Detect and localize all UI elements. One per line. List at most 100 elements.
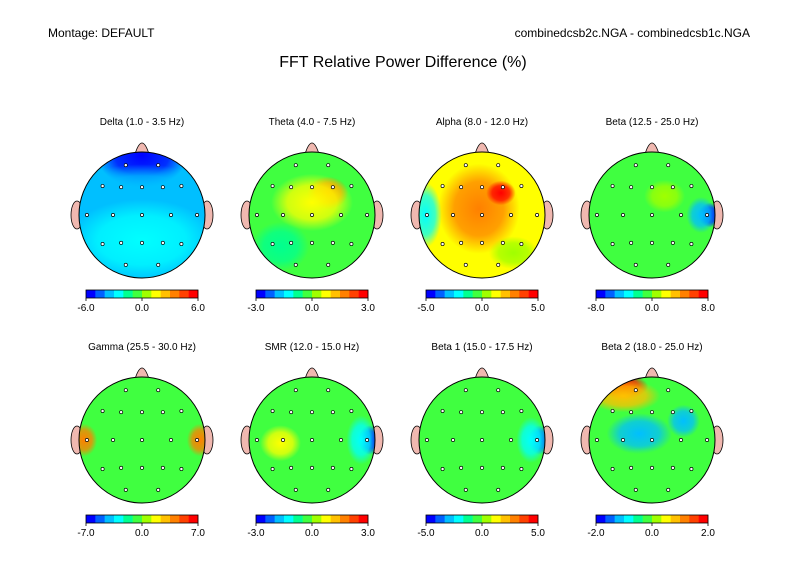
electrode-marker: [500, 185, 505, 190]
electrode-marker: [195, 213, 200, 217]
color-scale-swatch: [482, 515, 492, 523]
electrode-marker: [84, 213, 89, 217]
color-scale-swatch: [670, 290, 681, 298]
electrode-marker: [594, 438, 599, 442]
power-blob: [260, 425, 301, 462]
electrode-marker: [330, 240, 335, 245]
color-scale-swatch: [330, 290, 341, 298]
electrode-marker: [140, 240, 144, 245]
color-scale-swatch: [293, 290, 303, 298]
electrode-marker: [509, 213, 513, 217]
color-field: [249, 377, 375, 503]
electrode-marker: [169, 213, 173, 217]
electrode-marker: [156, 487, 161, 492]
color-scale-tick-label: 0.0: [305, 528, 319, 539]
electrode-marker: [633, 262, 638, 267]
electrode-marker: [310, 213, 314, 217]
head-outline: [248, 376, 376, 504]
color-scale-swatch: [349, 290, 359, 298]
electrode-marker: [365, 438, 370, 442]
color-scale-tick-label: 3.0: [361, 303, 375, 314]
color-scale-swatch: [160, 290, 171, 298]
color-scale-swatch: [661, 515, 671, 523]
electrode-marker: [610, 467, 615, 471]
color-scale-tick-label: 3.0: [361, 528, 375, 539]
head-outline: [78, 151, 206, 279]
topomap-beta2: Beta 2 (18.0 - 25.0 Hz) -2.0 0.0 2.0: [580, 342, 724, 539]
color-scale-swatch: [123, 515, 133, 523]
color-scale-swatch: [312, 290, 322, 298]
electrode-marker: [123, 262, 128, 267]
electrode-marker: [519, 242, 524, 246]
color-scale-tick-label: 2.0: [701, 528, 715, 539]
electrode-marker: [123, 487, 128, 492]
electrode-marker: [169, 438, 173, 442]
electrode-marker: [270, 184, 275, 188]
electrode-marker: [179, 184, 184, 188]
electrode-marker: [496, 163, 501, 168]
power-blob: [667, 404, 700, 438]
electrode-marker: [440, 409, 445, 413]
head-outline: [248, 151, 376, 279]
color-scale-tick-label: 7.0: [191, 528, 205, 539]
power-blob: [486, 180, 516, 206]
color-scale-tick-label: 8.0: [701, 303, 715, 314]
electrode-marker: [689, 184, 694, 188]
electrode-marker: [330, 410, 335, 415]
electrode-marker: [679, 213, 683, 217]
electrode-marker: [310, 438, 314, 442]
electrode-marker: [621, 438, 625, 442]
electrode-marker: [160, 465, 165, 470]
color-scale-swatch: [188, 515, 199, 523]
color-scale-swatch: [652, 290, 662, 298]
color-scale-swatch: [188, 290, 199, 298]
color-scale-swatch: [435, 515, 445, 523]
color-scale-swatch: [680, 515, 690, 523]
color-scale-tick-label: -2.0: [587, 528, 605, 539]
electrode-marker: [119, 240, 124, 245]
color-scale-swatch: [114, 290, 124, 298]
electrode-marker: [326, 388, 331, 393]
color-scale-swatch: [491, 515, 501, 523]
power-blob: [644, 179, 686, 213]
electrode-marker: [310, 240, 314, 245]
electrode-marker: [293, 262, 298, 267]
electrode-marker: [463, 262, 468, 267]
topomap-title: Alpha (8.0 - 12.0 Hz): [436, 117, 528, 128]
topomap-beta1: Beta 1 (15.0 - 17.5 Hz) -5.0 0.0 5.0: [410, 342, 554, 539]
electrode-marker: [160, 185, 165, 190]
electrode-marker: [650, 410, 654, 415]
color-scale-swatch: [170, 290, 180, 298]
electrode-marker: [480, 410, 484, 415]
color-scale-tick-label: -7.0: [77, 528, 95, 539]
color-scale-tick-label: 6.0: [191, 303, 205, 314]
topomap-title: Theta (4.0 - 7.5 Hz): [269, 117, 356, 128]
color-scale-swatch: [519, 515, 529, 523]
color-field: [79, 152, 205, 278]
power-blob: [186, 423, 205, 457]
electrode-marker: [156, 388, 161, 393]
color-scale-swatch: [274, 515, 285, 523]
electrode-marker: [310, 185, 314, 190]
color-scale-swatch: [114, 515, 124, 523]
topomap-title: SMR (12.0 - 15.0 Hz): [265, 342, 359, 353]
electrode-marker: [326, 163, 331, 168]
color-field: [589, 152, 715, 278]
color-scale-swatch: [491, 290, 501, 298]
electrode-marker: [289, 410, 294, 415]
electrode-marker: [349, 467, 354, 471]
electrode-marker: [459, 465, 464, 470]
electrode-marker: [689, 409, 694, 413]
electrode-marker: [650, 438, 654, 442]
electrode-marker: [519, 184, 524, 188]
electrode-marker: [500, 410, 505, 415]
topomap-theta: Theta (4.0 - 7.5 Hz) -3.0 0.0 3.0: [240, 117, 384, 314]
electrode-marker: [650, 213, 654, 217]
electrode-marker: [349, 184, 354, 188]
electrode-marker: [629, 410, 634, 415]
color-scale-swatch: [652, 515, 662, 523]
electrode-marker: [480, 213, 484, 217]
color-scale-swatch: [605, 290, 615, 298]
color-scale-swatch: [642, 290, 653, 298]
